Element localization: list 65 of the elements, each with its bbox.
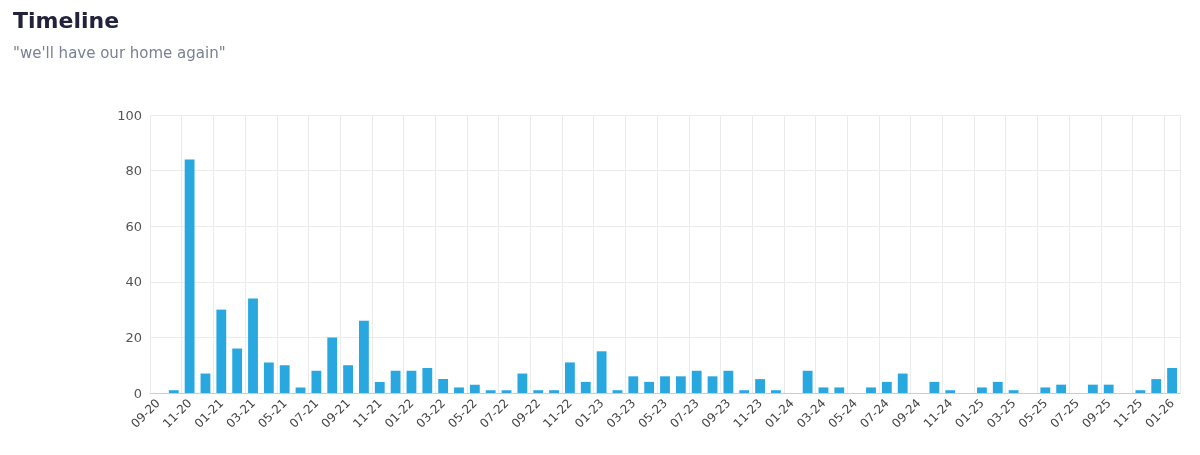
- bar: [485, 390, 496, 393]
- bar: [675, 376, 686, 393]
- bar: [295, 387, 306, 393]
- bar: [866, 387, 876, 393]
- bar: [1040, 387, 1051, 393]
- bar: [422, 367, 433, 393]
- bar: [644, 381, 655, 393]
- bar: [977, 387, 987, 393]
- bar: [533, 390, 544, 393]
- y-tick-label: 60: [125, 218, 142, 234]
- bar: [327, 337, 338, 393]
- y-tick-label: 100: [117, 107, 142, 123]
- bar: [454, 387, 464, 393]
- bar: [1056, 384, 1067, 393]
- bar: [549, 390, 559, 393]
- bar: [406, 370, 417, 393]
- bar: [660, 376, 670, 393]
- bar: [881, 381, 892, 393]
- bar: [929, 381, 940, 393]
- bar: [232, 348, 243, 393]
- bar: [248, 298, 258, 393]
- bar: [279, 365, 290, 393]
- bar: [691, 370, 702, 393]
- y-tick-label: 0: [133, 385, 142, 401]
- bar: [755, 379, 765, 393]
- bar: [818, 387, 829, 393]
- bar: [1167, 367, 1177, 393]
- bar: [200, 373, 211, 393]
- bar: [517, 373, 528, 393]
- bar: [596, 351, 607, 393]
- chart-title: Timeline: [13, 7, 120, 33]
- bar: [580, 381, 591, 393]
- bar: [1103, 384, 1114, 393]
- bar: [1008, 390, 1019, 393]
- y-tick-label: 80: [125, 163, 142, 179]
- bar: [723, 370, 734, 393]
- bar: [834, 387, 845, 393]
- bar: [438, 379, 449, 393]
- bar: [1151, 379, 1162, 393]
- bar: [311, 370, 322, 393]
- bar: [184, 159, 195, 393]
- bar: [565, 362, 575, 393]
- bar: [343, 365, 353, 393]
- bar: [945, 390, 956, 393]
- bar: [628, 376, 639, 393]
- bar: [802, 370, 813, 393]
- bar: [612, 390, 623, 393]
- bar: [263, 362, 274, 393]
- bar: [897, 373, 908, 393]
- y-tick-label: 20: [125, 329, 142, 345]
- bar: [216, 309, 227, 393]
- chart-subtitle: "we'll have our home again": [13, 43, 226, 62]
- bar: [390, 370, 401, 393]
- bar: [707, 376, 718, 393]
- bar: [771, 390, 781, 393]
- bar: [1135, 390, 1146, 393]
- bar: [469, 384, 480, 393]
- bar: [1087, 384, 1098, 393]
- bar: [739, 390, 750, 393]
- bar: [359, 320, 369, 393]
- bar: [168, 390, 179, 393]
- bar: [992, 381, 1003, 393]
- y-tick-label: 40: [125, 274, 142, 290]
- bar: [501, 390, 512, 393]
- bar: [374, 381, 385, 393]
